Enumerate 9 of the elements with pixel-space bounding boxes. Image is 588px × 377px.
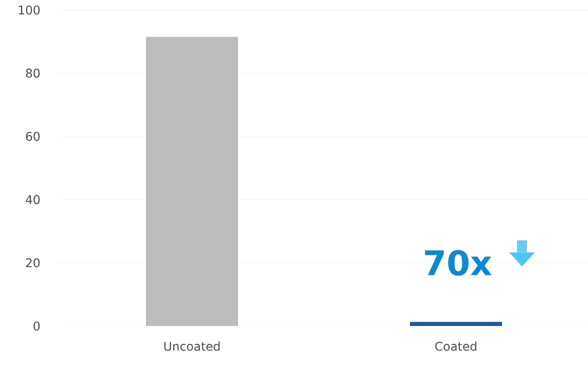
- annotation: 70x: [425, 250, 492, 276]
- y-tick-label: 60: [26, 132, 40, 141]
- y-tick-label: 100: [18, 5, 40, 15]
- y-tick-label: 0: [34, 321, 40, 331]
- x-tick-label: Coated: [435, 342, 476, 351]
- x-tick-label: Uncoated: [164, 342, 220, 351]
- y-tick-label: 80: [26, 68, 40, 78]
- y-tick-label: 40: [26, 195, 40, 204]
- y-tick-label: 20: [26, 258, 40, 268]
